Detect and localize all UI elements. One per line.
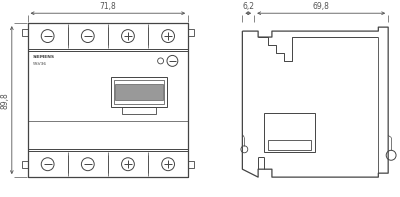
Bar [115, 84, 163, 100]
Bar [264, 112, 315, 152]
Bar [28, 23, 188, 177]
Text: SIEMENS: SIEMENS [32, 55, 55, 59]
Bar [22, 161, 28, 168]
Text: 69,8: 69,8 [313, 2, 330, 11]
Bar [122, 107, 156, 113]
Text: 89,8: 89,8 [1, 92, 10, 109]
Bar [22, 29, 28, 36]
Text: 6,2: 6,2 [242, 2, 254, 11]
Bar [188, 29, 194, 36]
Bar [188, 161, 194, 168]
Bar [111, 77, 167, 107]
Bar [268, 140, 311, 150]
Text: 71,8: 71,8 [100, 2, 116, 11]
Bar [114, 80, 164, 104]
Bar [28, 23, 188, 49]
Bar [28, 151, 188, 177]
Text: 5SV36: 5SV36 [32, 62, 47, 66]
